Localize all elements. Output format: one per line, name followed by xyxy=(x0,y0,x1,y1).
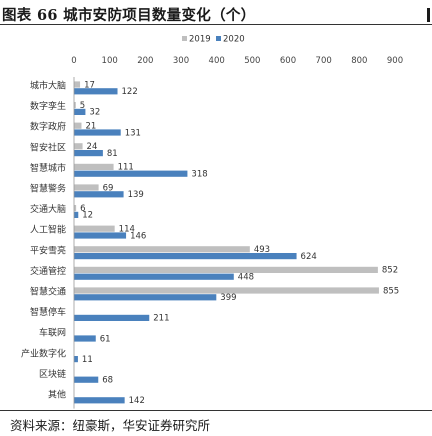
data-label-2019-6: 6 xyxy=(80,204,85,214)
data-label-2020-4: 318 xyxy=(191,170,207,180)
bar-2020-1 xyxy=(74,108,86,115)
chart-title: 图表 66 城市安防项目数量变化（个） xyxy=(2,7,256,24)
bar-2019-4 xyxy=(74,163,114,170)
category-label-12: 车联网 xyxy=(39,327,66,339)
bar-2020-0 xyxy=(74,88,118,95)
x-tick-label-6: 600 xyxy=(280,56,296,66)
bar-2020-9 xyxy=(74,273,234,280)
x-tick-label-7: 700 xyxy=(316,56,332,66)
title-bar: 图表 66 城市安防项目数量变化（个） xyxy=(0,0,432,26)
data-label-2019-7: 114 xyxy=(119,225,135,235)
data-label-2020-15: 142 xyxy=(129,396,145,406)
bar-2020-2 xyxy=(74,129,121,136)
bars xyxy=(74,81,379,404)
category-label-14: 区块链 xyxy=(39,368,66,380)
bar-2020-3 xyxy=(74,150,103,157)
legend-swatch-1 xyxy=(216,36,221,41)
bar-2020-10 xyxy=(74,294,217,301)
category-label-4: 智慧城市 xyxy=(30,162,66,174)
data-label-2020-8: 624 xyxy=(301,252,317,262)
chart-legend: 2019 2020 xyxy=(182,35,245,45)
category-label-8: 平安雪亮 xyxy=(30,244,66,256)
data-label-2020-0: 122 xyxy=(122,87,138,97)
data-label-2020-7: 146 xyxy=(130,231,146,241)
bar-2020-8 xyxy=(74,253,297,260)
bar-2019-1 xyxy=(74,102,76,109)
data-label-2019-8: 493 xyxy=(254,245,270,255)
category-label-13: 产业数字化 xyxy=(21,347,66,359)
category-label-11: 智慧停车 xyxy=(30,306,66,318)
x-axis-ticks: 0 100 200 300 400 500 600 700 800 900 xyxy=(71,56,403,66)
x-tick-label-8: 800 xyxy=(351,56,367,66)
category-label-3: 智安社区 xyxy=(30,141,66,153)
bar-2019-9 xyxy=(74,266,378,273)
category-labels: 城市大脑数字孪生数字政府智安社区智慧城市智慧警务交通大脑人工智能平安雪亮交通管控… xyxy=(21,80,66,401)
bar-2019-8 xyxy=(74,246,250,253)
x-tick-label-3: 300 xyxy=(173,56,189,66)
data-label-2019-0: 17 xyxy=(84,80,95,90)
title-rule xyxy=(0,24,432,25)
bar-2020-7 xyxy=(74,232,127,239)
x-tick-label-4: 400 xyxy=(209,56,225,66)
data-label-2019-4: 111 xyxy=(118,163,134,173)
category-label-9: 交通管控 xyxy=(30,265,66,277)
bar-chart: 2019 2020 0 100 200 300 400 500 600 700 800 900 城市… xyxy=(21,35,403,409)
x-tick-label-5: 500 xyxy=(244,56,260,66)
category-label-15: 其他 xyxy=(48,389,66,401)
data-label-2019-10: 855 xyxy=(383,286,399,296)
bar-2019-5 xyxy=(74,184,99,191)
bar-2020-11 xyxy=(74,314,150,321)
category-label-1: 数字孪生 xyxy=(30,100,66,112)
bar-2020-15 xyxy=(74,397,125,404)
x-tick-label-9: 900 xyxy=(387,56,403,66)
data-label-2019-1: 5 xyxy=(80,101,85,111)
x-tick-label-2: 200 xyxy=(137,56,153,66)
data-label-2020-5: 139 xyxy=(128,190,144,200)
data-label-2020-11: 211 xyxy=(153,314,169,324)
bar-2020-6 xyxy=(74,211,79,218)
legend-label-0: 2019 xyxy=(189,35,211,45)
title-end-mark xyxy=(427,8,430,22)
data-label-2019-3: 24 xyxy=(87,142,98,152)
data-label-2020-9: 448 xyxy=(238,273,254,283)
bar-2019-2 xyxy=(74,122,82,129)
legend-label-1: 2020 xyxy=(223,35,245,45)
bar-2020-4 xyxy=(74,170,188,177)
data-label-2020-10: 399 xyxy=(220,293,236,303)
bar-2019-6 xyxy=(74,205,77,212)
category-label-0: 城市大脑 xyxy=(30,80,66,92)
data-label-2020-2: 131 xyxy=(125,128,141,138)
category-label-6: 交通大脑 xyxy=(30,203,66,215)
category-label-2: 数字政府 xyxy=(30,121,66,133)
data-label-2020-1: 32 xyxy=(89,108,100,118)
data-label-2020-12: 61 xyxy=(100,334,111,344)
bar-2020-12 xyxy=(74,335,96,342)
footer-rule xyxy=(0,410,432,411)
data-label-2020-6: 12 xyxy=(82,211,93,221)
source-note: 资料来源：纽豪斯，华安证券研究所 xyxy=(10,418,211,433)
category-label-10: 智慧交通 xyxy=(30,286,66,298)
category-label-5: 智慧警务 xyxy=(30,183,66,195)
x-tick-label-1: 100 xyxy=(102,56,118,66)
bar-2019-3 xyxy=(74,143,83,150)
bar-2019-0 xyxy=(74,81,81,88)
bar-2020-14 xyxy=(74,376,99,383)
x-tick-label-0: 0 xyxy=(71,56,76,66)
data-label-2019-5: 69 xyxy=(103,183,114,193)
data-label-2020-3: 81 xyxy=(107,149,118,159)
bar-2020-13 xyxy=(74,356,78,363)
data-label-2020-14: 68 xyxy=(102,376,113,386)
bar-2019-7 xyxy=(74,225,115,232)
data-label-2019-2: 21 xyxy=(85,122,96,132)
legend-swatch-0 xyxy=(182,36,187,41)
bar-2020-5 xyxy=(74,191,124,198)
bar-2019-10 xyxy=(74,287,379,294)
data-label-2020-13: 11 xyxy=(82,355,93,365)
category-label-7: 人工智能 xyxy=(30,224,66,236)
data-label-2019-9: 852 xyxy=(382,266,398,276)
